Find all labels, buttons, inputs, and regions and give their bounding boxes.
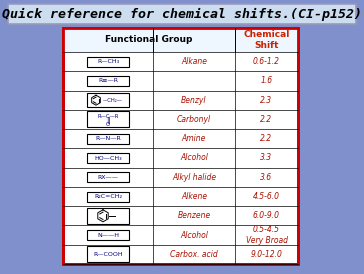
Text: Alcohol: Alcohol xyxy=(180,153,208,162)
Bar xyxy=(87,172,129,182)
Text: 2.2: 2.2 xyxy=(260,115,273,124)
Text: R₂C=CH₂: R₂C=CH₂ xyxy=(94,194,122,199)
Text: HO—CH₃: HO—CH₃ xyxy=(94,156,122,161)
Text: 6.0-9.0: 6.0-9.0 xyxy=(253,211,280,220)
Text: Carbonyl: Carbonyl xyxy=(177,115,211,124)
Text: 4.5-6.0: 4.5-6.0 xyxy=(253,192,280,201)
Text: 0.5-4.5
Very Broad: 0.5-4.5 Very Broad xyxy=(245,226,288,245)
Bar xyxy=(87,112,129,127)
Text: RX——: RX—— xyxy=(98,175,119,180)
Bar xyxy=(87,208,129,224)
Bar xyxy=(63,28,298,264)
Text: —CH₂—: —CH₂— xyxy=(103,98,123,103)
Text: 2.2: 2.2 xyxy=(260,134,273,143)
Bar xyxy=(8,4,356,24)
Text: R—C—R: R—C—R xyxy=(97,114,119,119)
Text: Benzene: Benzene xyxy=(177,211,211,220)
Text: N——H: N——H xyxy=(97,233,119,238)
Bar xyxy=(87,134,129,144)
Text: Benzyl: Benzyl xyxy=(181,96,207,105)
Text: R—COOH: R—COOH xyxy=(93,252,123,257)
Text: Alkyl halide: Alkyl halide xyxy=(172,173,216,182)
Text: 1.6: 1.6 xyxy=(260,76,273,85)
Bar xyxy=(87,57,129,67)
Bar xyxy=(63,28,298,52)
Text: Alkene: Alkene xyxy=(181,192,207,201)
Text: R—CH₃: R—CH₃ xyxy=(97,59,119,64)
Text: 3.3: 3.3 xyxy=(260,153,273,162)
Text: ‖: ‖ xyxy=(106,117,110,124)
Text: R≡—R: R≡—R xyxy=(98,78,118,83)
Text: R—N—R: R—N—R xyxy=(95,136,121,141)
Text: Carbox. acid: Carbox. acid xyxy=(170,250,218,259)
Bar xyxy=(87,76,129,86)
Text: Alkane: Alkane xyxy=(181,57,207,66)
Text: Amine: Amine xyxy=(182,134,206,143)
Text: 3.6: 3.6 xyxy=(260,173,273,182)
Text: 0.6-1.2: 0.6-1.2 xyxy=(253,57,280,66)
Bar xyxy=(87,246,129,262)
Text: Alcohol: Alcohol xyxy=(180,231,208,239)
Text: 2.3: 2.3 xyxy=(260,96,273,105)
Text: 9.0-12.0: 9.0-12.0 xyxy=(250,250,282,259)
Bar xyxy=(87,153,129,163)
Bar xyxy=(63,28,298,264)
Text: Functional Group: Functional Group xyxy=(105,36,193,44)
Bar xyxy=(87,93,129,107)
Text: Quick reference for chemical shifts.(CI-p152): Quick reference for chemical shifts.(CI-… xyxy=(2,7,362,21)
Text: O: O xyxy=(106,122,110,127)
Bar xyxy=(87,192,129,202)
Text: Chemical
Shift: Chemical Shift xyxy=(243,30,290,50)
Bar xyxy=(87,230,129,240)
